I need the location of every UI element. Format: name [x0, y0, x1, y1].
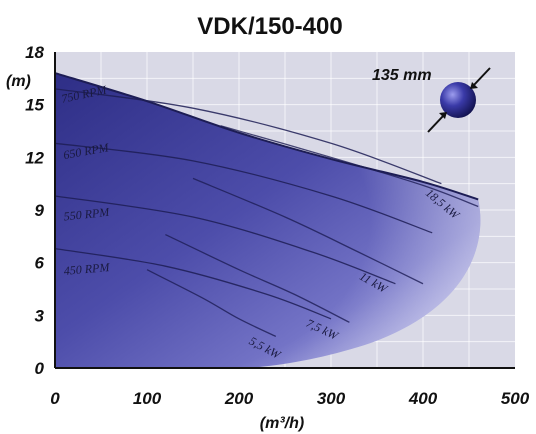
y-tick-label: 0 — [35, 359, 45, 378]
speed-curve-1 — [55, 142, 433, 234]
sphere-icon — [440, 82, 476, 118]
x-axis-label: (m³/h) — [260, 415, 304, 432]
arrow-head-top-icon — [470, 82, 478, 89]
y-tick-label: 15 — [25, 96, 44, 115]
x-tick-label: 0 — [50, 389, 60, 408]
y-tick-label: 18 — [25, 43, 44, 62]
y-axis-label: (m) — [6, 73, 31, 90]
arrow-in-bottom-icon — [427, 114, 445, 133]
y-tick-label: 12 — [25, 148, 44, 167]
speed-curve-2 — [55, 195, 396, 285]
x-tick-label: 500 — [501, 389, 530, 408]
arrow-head-bottom-icon — [439, 112, 447, 119]
power-curve-1 — [192, 177, 424, 285]
arrow-in-top-icon — [472, 67, 491, 87]
x-tick-label: 200 — [224, 389, 254, 408]
power-curve-2 — [165, 233, 350, 323]
y-tick-label: 6 — [35, 254, 45, 273]
envelope-fade — [55, 73, 481, 368]
chart-title: VDK/150-400 — [197, 13, 342, 40]
envelope-top-curve — [55, 72, 479, 201]
curve-label: 450 RPM — [63, 260, 111, 278]
curve-label: 550 RPM — [63, 205, 111, 224]
axis-ticks: 0 100 200 300 400 500 0 3 6 9 12 15 18 — [25, 43, 530, 408]
solids-size-label: 135 mm — [372, 67, 432, 84]
y-tick-label: 3 — [35, 306, 45, 325]
power-curve-3 — [146, 269, 277, 337]
x-tick-label: 400 — [408, 389, 438, 408]
y-tick-label: 9 — [35, 201, 45, 220]
x-tick-label: 100 — [133, 389, 162, 408]
x-tick-label: 300 — [317, 389, 346, 408]
speed-curve-0 — [55, 88, 442, 185]
solids-size-indicator: 135 mm — [372, 67, 491, 133]
speed-curve-3 — [55, 247, 332, 320]
